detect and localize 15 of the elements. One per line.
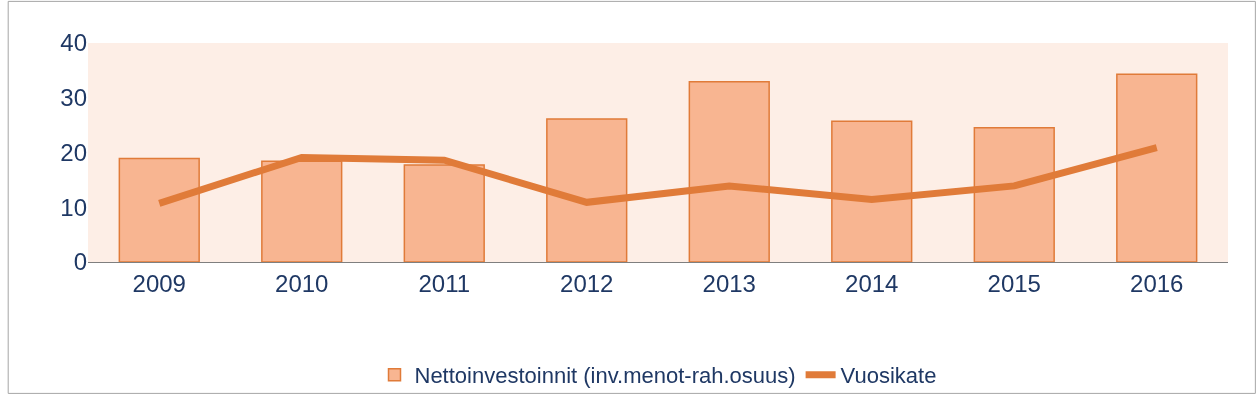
x-tick-label: 2014 [845, 269, 899, 297]
y-tick-label: 10 [60, 193, 87, 221]
legend-label: Vuosikate [840, 363, 937, 389]
x-tick-label: 2015 [987, 269, 1041, 297]
x-tick-label: 2011 [418, 269, 471, 297]
y-tick-label: 0 [73, 248, 87, 276]
x-tick-label: 2013 [702, 269, 756, 297]
x-tick-label: 2012 [560, 269, 614, 297]
x-tick-label: 2010 [275, 269, 329, 297]
legend-label: Nettoinvestoinnit (inv.menot-rah.osuus) [414, 363, 796, 389]
y-tick-label: 30 [60, 84, 87, 112]
y-tick-label: 40 [60, 29, 87, 57]
y-tick-label: 20 [60, 138, 87, 166]
x-tick-label: 2009 [132, 269, 186, 297]
x-tick-label: 2016 [1130, 269, 1184, 297]
